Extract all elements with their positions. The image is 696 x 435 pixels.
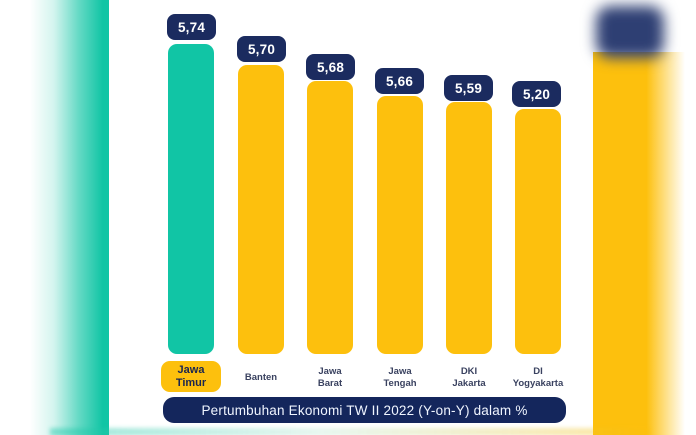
bar-banten — [238, 65, 284, 354]
background-bottom-streak — [50, 428, 650, 435]
value-label: 5,74 — [177, 19, 206, 35]
category-label-dki-jakarta: DKI Jakarta — [433, 362, 505, 394]
chart-caption-text: Pertumbuhan Ekonomi TW II 2022 (Y-on-Y) … — [201, 402, 528, 418]
value-label: 5,20 — [522, 86, 551, 102]
category-line: Yogyakarta — [512, 378, 564, 389]
category-line: Jawa — [177, 363, 205, 376]
category-line: DKI — [460, 366, 478, 378]
value-label-chip: 5,20 — [512, 81, 561, 107]
bar-jawa-barat — [307, 81, 353, 354]
category-line: Jawa — [388, 366, 412, 378]
category-line: Tengah — [383, 378, 417, 389]
value-label-chip: 5,68 — [306, 54, 355, 80]
bar-di-yogyakarta — [515, 109, 561, 354]
category-line: Barat — [317, 378, 343, 389]
bar-dki-jakarta — [446, 102, 492, 354]
background-blur-right-band — [593, 0, 696, 435]
category-line: Jakarta — [452, 378, 486, 389]
category-line: Jawa — [318, 366, 342, 378]
background-blur-left-band — [30, 0, 109, 435]
category-label-banten: Banten — [225, 362, 297, 394]
value-label: 5,59 — [454, 80, 483, 96]
category-line: DI — [533, 366, 543, 378]
category-label-di-yogyakarta: DI Yogyakarta — [502, 362, 574, 394]
background-blur-label-blob — [596, 6, 664, 58]
value-label-chip: 5,74 — [167, 14, 216, 40]
value-label-chip: 5,66 — [375, 68, 424, 94]
bar-jawa-timur — [168, 44, 214, 354]
value-label: 5,68 — [316, 59, 345, 75]
background-blur-yellow-bar — [593, 52, 685, 435]
category-label-jawa-tengah: Jawa Tengah — [364, 362, 436, 394]
value-label-chip: 5,70 — [237, 36, 286, 62]
category-line: Banten — [244, 372, 278, 384]
bar-jawa-tengah — [377, 96, 423, 354]
category-label-jawa-timur: Jawa Timur — [161, 361, 221, 392]
value-label-chip: 5,59 — [444, 75, 493, 101]
chart-caption: Pertumbuhan Ekonomi TW II 2022 (Y-on-Y) … — [163, 397, 566, 423]
category-label-jawa-barat: Jawa Barat — [294, 362, 366, 394]
category-line: Timur — [175, 376, 207, 389]
value-label: 5,70 — [247, 41, 276, 57]
value-label: 5,66 — [385, 73, 414, 89]
